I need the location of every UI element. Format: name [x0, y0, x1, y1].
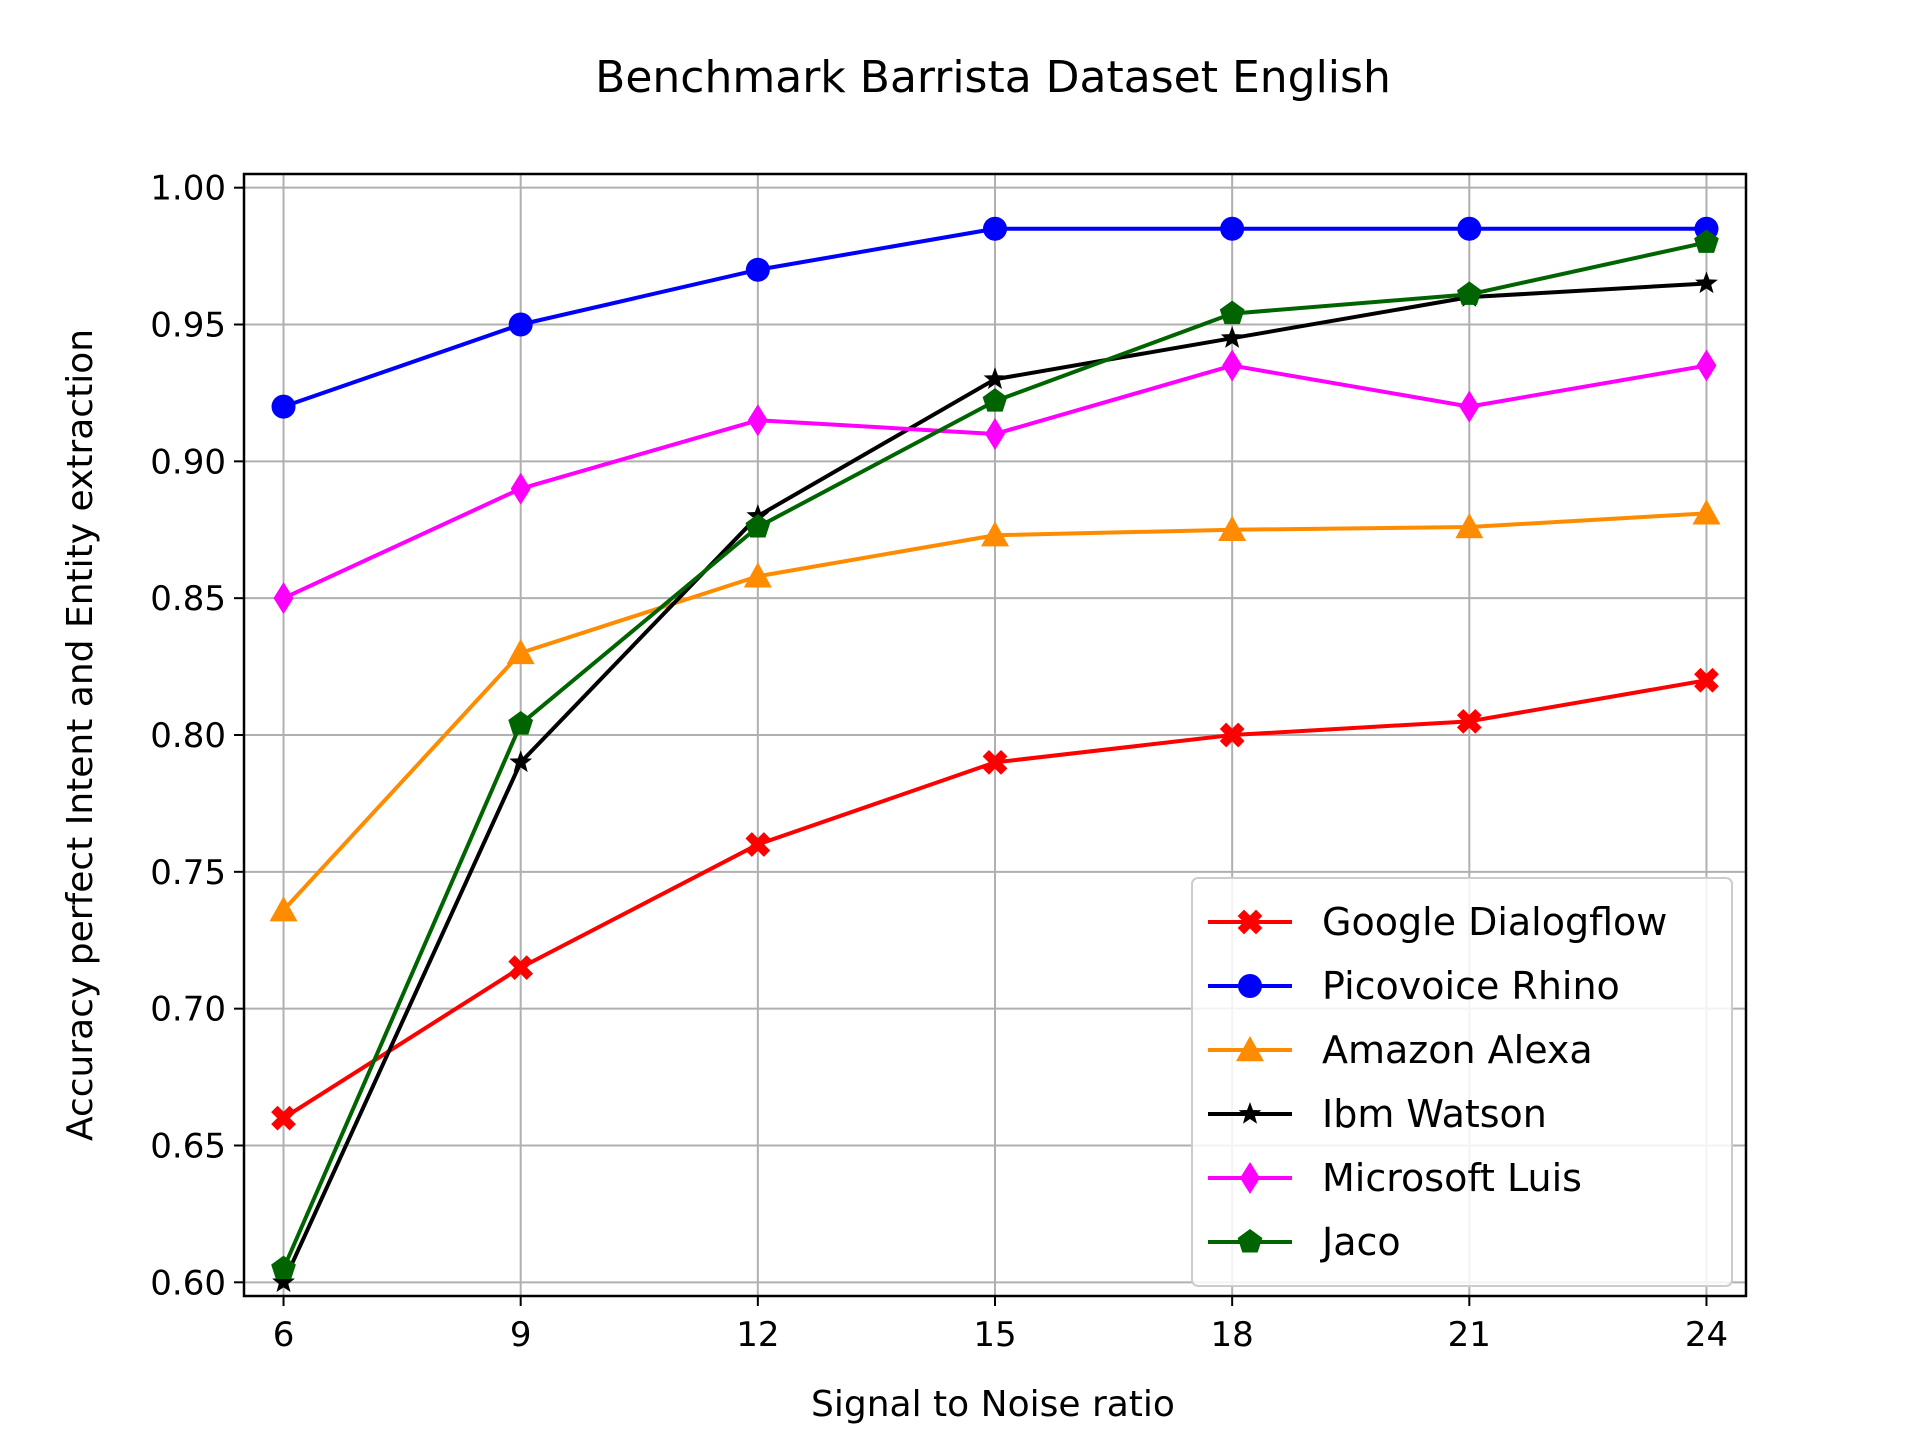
- legend-label: Ibm Watson: [1322, 1092, 1547, 1136]
- ticks: 6 9 12 15 18 21 24 0.60 0.65 0.70 0.75 0.80 0.85 0.90…: [150, 169, 1728, 1355]
- data-point-jaco: [271, 1255, 296, 1280]
- data-point-google-dialogflow: [1219, 722, 1245, 748]
- series-google-dialogflow: [271, 667, 1719, 1131]
- data-point-jaco: [1694, 229, 1719, 253]
- y-tick-label: 1.00: [150, 169, 226, 209]
- data-point-amazon-alexa: [981, 521, 1009, 547]
- legend-label: Amazon Alexa: [1322, 1028, 1593, 1072]
- x-tick-label: 21: [1448, 1315, 1491, 1355]
- data-point-ibm-watson: [1220, 326, 1244, 348]
- x-tick-label: 6: [273, 1315, 295, 1355]
- legend-label: Picovoice Rhino: [1322, 964, 1620, 1008]
- data-point-google-dialogflow: [1694, 667, 1719, 693]
- legend-item-google-dialogflow: Google Dialogflow: [1208, 900, 1667, 944]
- data-point-picovoice-rhino: [745, 257, 770, 282]
- data-point-microsoft-luis: [510, 472, 531, 505]
- data-point-jaco: [508, 711, 534, 735]
- legend-label: Microsoft Luis: [1322, 1156, 1582, 1200]
- data-point-microsoft-luis: [985, 417, 1005, 450]
- legend-marker: [1238, 974, 1262, 998]
- legend-item-picovoice-rhino: Picovoice Rhino: [1208, 964, 1620, 1008]
- marker-arm: [1456, 708, 1482, 734]
- data-point-google-dialogflow: [982, 749, 1008, 775]
- data-point-amazon-alexa: [506, 638, 535, 665]
- marker-arm: [271, 1105, 296, 1131]
- x-tick-label: 12: [736, 1315, 779, 1355]
- data-point-amazon-alexa: [1455, 513, 1484, 539]
- data-point-picovoice-rhino: [1220, 216, 1245, 241]
- data-point-picovoice-rhino: [508, 312, 533, 337]
- data-point-jaco: [1219, 300, 1245, 325]
- legend-label: Google Dialogflow: [1322, 900, 1667, 944]
- y-tick-label: 0.60: [150, 1263, 226, 1303]
- series-jaco: [271, 229, 1719, 1280]
- legend-item-amazon-alexa: Amazon Alexa: [1208, 1028, 1593, 1072]
- marker-arm: [1237, 909, 1263, 935]
- legend-marker: [1238, 1102, 1262, 1124]
- data-point-amazon-alexa: [1218, 515, 1247, 541]
- data-point-ibm-watson: [1695, 271, 1718, 294]
- data-point-ibm-watson: [272, 1270, 295, 1293]
- data-point-jaco: [1456, 281, 1482, 305]
- marker-arm: [745, 832, 771, 857]
- data-point-jaco: [982, 388, 1008, 412]
- data-point-microsoft-luis: [1696, 349, 1717, 382]
- data-point-microsoft-luis: [1459, 390, 1480, 423]
- data-point-microsoft-luis: [273, 582, 294, 615]
- data-point-google-dialogflow: [745, 832, 771, 857]
- legend-marker: [1240, 1162, 1260, 1194]
- y-tick-label: 0.65: [150, 1126, 226, 1166]
- chart-title: Benchmark Barrista Dataset English: [595, 52, 1391, 103]
- y-tick-label: 0.70: [150, 990, 226, 1030]
- x-axis-label: Signal to Noise ratio: [811, 1384, 1175, 1425]
- y-tick-label: 0.75: [150, 853, 226, 893]
- marker-arm: [1694, 667, 1719, 693]
- data-point-picovoice-rhino: [983, 216, 1007, 241]
- legend-item-ibm-watson: Ibm Watson: [1208, 1092, 1547, 1136]
- data-point-amazon-alexa: [1692, 499, 1721, 525]
- series-microsoft-luis: [273, 349, 1717, 615]
- y-tick-label: 0.85: [150, 579, 226, 619]
- legend-label: Jaco: [1320, 1220, 1401, 1264]
- data-point-amazon-alexa: [269, 896, 298, 922]
- data-point-picovoice-rhino: [1457, 216, 1482, 241]
- data-point-ibm-watson: [983, 367, 1007, 389]
- x-tick-label: 18: [1211, 1315, 1254, 1355]
- data-point-microsoft-luis: [1222, 349, 1243, 382]
- y-tick-label: 0.95: [150, 306, 226, 346]
- marker-arm: [1219, 722, 1245, 748]
- legend-item-microsoft-luis: Microsoft Luis: [1208, 1156, 1582, 1200]
- marker-arm: [508, 955, 534, 980]
- series-picovoice-rhino: [271, 216, 1719, 419]
- y-axis-label: Accuracy perfect Intent and Entity extra…: [60, 329, 101, 1141]
- legend-item-jaco: Jaco: [1208, 1220, 1401, 1264]
- legend-marker: [1237, 909, 1263, 935]
- data-point-ibm-watson: [509, 750, 533, 773]
- series-amazon-alexa: [269, 499, 1721, 922]
- x-tick-label: 15: [973, 1315, 1016, 1355]
- y-tick-label: 0.80: [150, 716, 226, 756]
- data-point-amazon-alexa: [743, 562, 772, 588]
- y-tick-label: 0.90: [150, 442, 226, 482]
- series-layer: [269, 216, 1721, 1293]
- data-point-jaco: [745, 514, 771, 538]
- data-point-google-dialogflow: [508, 955, 534, 980]
- legend: Google Dialogflow Picovoice Rhino Amazon A…: [1191, 877, 1733, 1287]
- legend-marker: [1236, 1036, 1264, 1062]
- data-point-google-dialogflow: [1456, 708, 1482, 734]
- data-point-google-dialogflow: [271, 1105, 296, 1131]
- x-tick-label: 9: [510, 1315, 532, 1355]
- x-tick-label: 24: [1685, 1315, 1728, 1355]
- data-point-picovoice-rhino: [271, 394, 296, 419]
- marker-arm: [982, 749, 1008, 775]
- legend-marker: [1237, 1229, 1263, 1253]
- data-point-microsoft-luis: [747, 404, 768, 437]
- legend-box: [1191, 877, 1733, 1287]
